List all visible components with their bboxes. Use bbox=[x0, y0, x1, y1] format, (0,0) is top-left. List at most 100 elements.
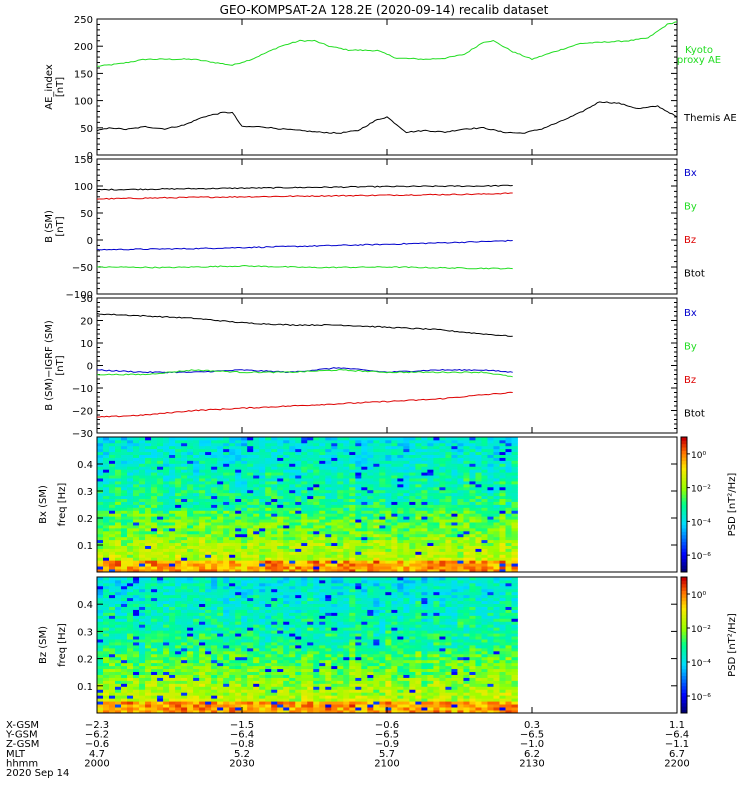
spectrogram-cell bbox=[301, 463, 308, 467]
spectrogram-cell bbox=[175, 603, 182, 607]
spectrogram-cell bbox=[355, 548, 362, 552]
spectrogram-cell bbox=[163, 457, 170, 461]
spectrogram-cell bbox=[229, 501, 236, 505]
spectrogram-cell bbox=[151, 501, 158, 505]
spectrogram-cell bbox=[283, 668, 290, 673]
spectrogram-cell bbox=[139, 492, 146, 497]
spectrogram-cell bbox=[205, 609, 212, 613]
spectrogram-cell bbox=[157, 442, 164, 447]
spectrogram-cell bbox=[415, 557, 422, 561]
spectrogram-cell bbox=[187, 591, 194, 596]
spectrogram-cell bbox=[247, 636, 254, 640]
spectrogram-cell bbox=[439, 478, 446, 482]
spectrogram-cell bbox=[295, 451, 302, 455]
spectrogram-cell bbox=[283, 695, 290, 699]
spectrogram-cell bbox=[445, 551, 452, 555]
spectrogram-cell bbox=[253, 566, 260, 570]
spectrogram-cell bbox=[247, 704, 254, 708]
spectrogram-cell bbox=[259, 588, 266, 593]
spectrogram-cell bbox=[151, 472, 158, 476]
spectrogram-cell bbox=[169, 639, 176, 643]
spectrogram-cell bbox=[109, 498, 116, 502]
spectrogram-cell bbox=[385, 551, 392, 555]
spectrogram-cell bbox=[241, 551, 248, 555]
spectrogram-cell bbox=[397, 469, 404, 473]
spectrogram-cell bbox=[181, 478, 188, 482]
spectrogram-cell bbox=[121, 554, 128, 558]
spectrogram-cell bbox=[181, 530, 188, 535]
spectrogram-cell bbox=[259, 495, 266, 500]
spectrogram-cell bbox=[427, 513, 434, 517]
spectrogram-cell bbox=[145, 557, 152, 561]
spectrogram-cell bbox=[97, 507, 104, 511]
spectrogram-cell bbox=[259, 498, 266, 502]
spectrogram-cell bbox=[163, 621, 170, 625]
spectrogram-cell bbox=[181, 445, 188, 450]
spectrogram-cell bbox=[337, 478, 344, 482]
spectrogram-cell bbox=[133, 542, 140, 546]
spectrogram-cell bbox=[511, 504, 518, 508]
spectrogram-cell bbox=[343, 545, 350, 549]
spectrogram-cell bbox=[109, 642, 116, 646]
spectrogram-cell bbox=[163, 633, 170, 637]
spectrogram-cell bbox=[103, 627, 110, 631]
spectrogram-cell bbox=[151, 530, 158, 535]
spectrogram-cell bbox=[211, 591, 218, 596]
spectrogram-cell bbox=[151, 665, 158, 670]
spectrogram-cell bbox=[217, 597, 224, 602]
spectrogram-cell bbox=[367, 557, 374, 561]
spectrogram-cell bbox=[145, 451, 152, 455]
spectrogram-cell bbox=[127, 481, 134, 485]
spectrogram-cell bbox=[463, 495, 470, 500]
spectrogram-cell bbox=[451, 533, 458, 538]
spectrogram-cell bbox=[253, 492, 260, 497]
spectrogram-cell bbox=[223, 639, 230, 643]
spectrogram-cell bbox=[451, 457, 458, 461]
spectrogram-cell bbox=[247, 545, 254, 549]
spectrogram-cell bbox=[265, 609, 272, 613]
spectrogram-cell bbox=[355, 545, 362, 549]
spectrogram-cell bbox=[115, 600, 122, 605]
spectrogram-cell bbox=[349, 475, 356, 479]
spectrogram-cell bbox=[343, 481, 350, 485]
spectrogram-cell bbox=[337, 489, 344, 494]
spectrogram-cell bbox=[409, 507, 416, 511]
spectrogram-cell bbox=[265, 557, 272, 561]
spectrogram-cell bbox=[187, 615, 194, 619]
spectrogram-cell bbox=[115, 530, 122, 535]
spectrogram-cell bbox=[139, 630, 146, 634]
spectrogram-cell bbox=[283, 439, 290, 444]
spectrogram-cell bbox=[211, 636, 218, 640]
spectrogram-cell bbox=[169, 603, 176, 607]
spectrogram-cell bbox=[403, 457, 410, 461]
spectrogram-cell bbox=[337, 481, 344, 485]
spectrogram-cell bbox=[433, 510, 440, 514]
spectrogram-cell bbox=[121, 504, 128, 508]
spectrogram-cell bbox=[157, 585, 164, 590]
spectrogram-cell bbox=[157, 475, 164, 479]
spectrogram-cell bbox=[109, 527, 116, 532]
spectrogram-cell bbox=[487, 495, 494, 500]
spectrogram-cell bbox=[253, 627, 260, 631]
spectrogram-cell bbox=[505, 525, 512, 529]
spectrogram-cell bbox=[451, 539, 458, 544]
spectrogram-cell bbox=[205, 585, 212, 590]
spectrogram-cell bbox=[511, 530, 518, 535]
spectrogram-cell bbox=[169, 642, 176, 646]
spectrogram-cell bbox=[367, 542, 374, 546]
spectrogram-cell bbox=[103, 642, 110, 646]
spectrogram-cell bbox=[139, 597, 146, 602]
spectrogram-cell bbox=[139, 609, 146, 613]
spectrogram-cell bbox=[505, 563, 512, 567]
spectrogram-cell bbox=[193, 698, 200, 702]
spectrogram-cell bbox=[115, 507, 122, 511]
spectrogram-cell bbox=[247, 454, 254, 458]
spectrogram-cell bbox=[145, 513, 152, 517]
spectrogram-cell bbox=[127, 483, 134, 488]
spectrogram-cell bbox=[163, 692, 170, 696]
spectrogram-cell bbox=[169, 588, 176, 593]
spectrogram-cell bbox=[313, 530, 320, 535]
spectrogram-cell bbox=[181, 463, 188, 467]
spectrogram-cell bbox=[241, 698, 248, 702]
spectrogram-cell bbox=[355, 504, 362, 508]
